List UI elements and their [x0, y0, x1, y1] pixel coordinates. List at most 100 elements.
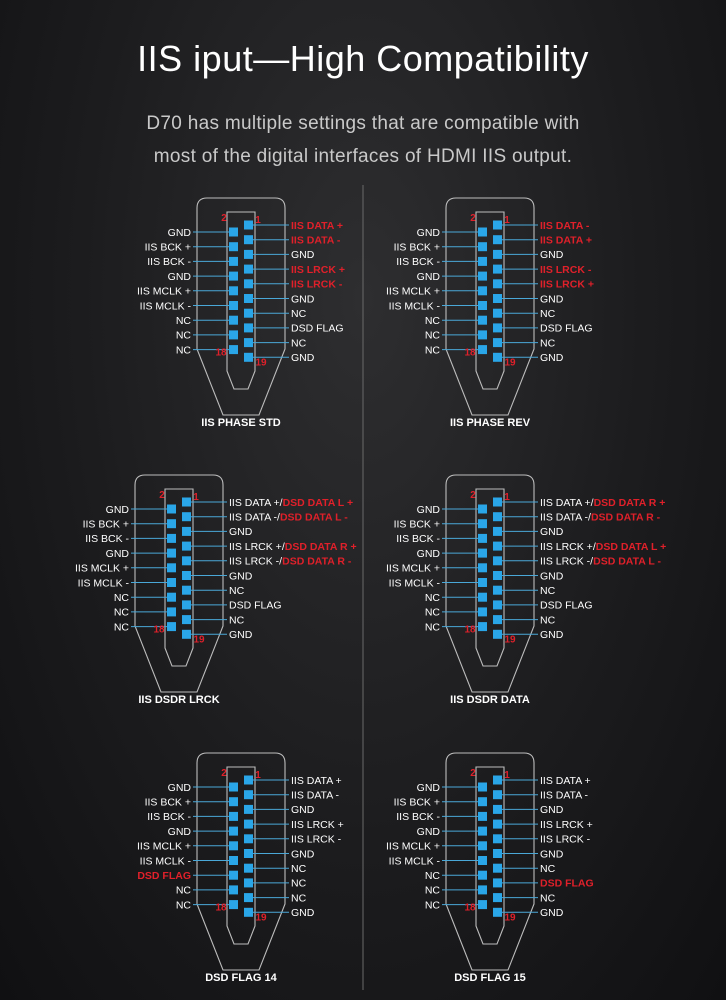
- pin-label-right-7: NC: [540, 863, 556, 875]
- pin-left-8: [167, 607, 176, 617]
- pin-label-left-9-part-1: NC: [176, 899, 192, 911]
- pin-label-left-2: IIS BCK +: [145, 242, 191, 254]
- pin-left-5: [229, 841, 238, 851]
- pin-label-left-6: IIS MCLK -: [78, 577, 130, 589]
- pin-label-right-6: GND: [540, 848, 564, 860]
- pin-left-9: [478, 345, 487, 355]
- pin-left-1: [229, 782, 238, 792]
- pin-label-left-4: GND: [106, 548, 130, 560]
- pin-number-18: 18: [464, 348, 476, 359]
- pin-label-left-5: IIS MCLK +: [75, 563, 129, 575]
- pin-label-right-9-part-1: NC: [291, 337, 307, 349]
- pin-label-left-9-part-1: NC: [176, 344, 192, 356]
- pin-label-left-3-part-1: IIS BCK -: [147, 811, 191, 823]
- connector-panel-2: IIS DATA - IIS DATA + GND IIS LRCK - IIS LRC…: [386, 197, 594, 429]
- pin-right-8: [493, 878, 502, 888]
- pin-label-left-7: NC: [425, 315, 441, 327]
- subtitle-line-1: D70 has multiple settings that are compa…: [146, 113, 580, 134]
- pin-label-left-8-part-1: NC: [425, 330, 441, 342]
- pin-right-8: [244, 878, 253, 888]
- pin-label-right-1: IIS DATA +: [540, 775, 591, 787]
- page-title: IIS iput—High Compatibility: [137, 38, 589, 79]
- pin-label-right-3: GND: [229, 526, 253, 538]
- pin-label-right-1-part-2: DSD DATA R +: [594, 497, 666, 509]
- pin-left-8: [229, 885, 238, 895]
- pin-label-right-5: IIS LRCK +: [540, 279, 594, 291]
- pin-label-left-5: IIS MCLK +: [386, 563, 440, 575]
- pin-right-1: [493, 220, 502, 230]
- pin-left-9: [167, 622, 176, 632]
- pin-label-right-1-part-1: IIS DATA +: [291, 775, 342, 787]
- pin-label-left-7-part-1: NC: [425, 870, 441, 882]
- pin-label-left-3: IIS BCK -: [396, 811, 440, 823]
- pin-label-right-5-part-1: IIS LRCK -/: [229, 556, 282, 568]
- pin-label-left-5-part-1: IIS MCLK +: [137, 841, 191, 853]
- pin-label-right-9: NC: [540, 892, 556, 904]
- connector-inner-outline: [226, 211, 256, 390]
- pin-label-right-8: DSD FLAG: [540, 600, 593, 612]
- pin-left-7: [167, 592, 176, 602]
- pin-label-left-3-part-1: IIS BCK -: [85, 533, 129, 545]
- pin-right-1: [244, 775, 253, 785]
- pin-label-left-7-part-1: NC: [425, 315, 441, 327]
- pin-right-5: [493, 279, 502, 289]
- pin-label-left-3: IIS BCK -: [396, 533, 440, 545]
- pin-label-left-5: IIS MCLK +: [386, 286, 440, 298]
- pin-left-1: [478, 782, 487, 792]
- pin-label-right-4-part-1: IIS LRCK -: [540, 264, 592, 276]
- pin-label-right-6-part-1: GND: [540, 570, 564, 582]
- pin-left-1: [167, 504, 176, 514]
- pin-label-right-10-part-1: GND: [540, 907, 564, 919]
- pin-label-left-9: NC: [425, 621, 441, 633]
- connector-inner-outline: [164, 488, 194, 667]
- pin-left-3: [478, 256, 487, 266]
- pin-label-right-4: IIS LRCK +: [291, 264, 345, 276]
- pin-right-6: [244, 294, 253, 303]
- pin-label-right-3: GND: [291, 804, 315, 816]
- pin-right-9: [244, 338, 253, 348]
- pin-right-6: [493, 294, 502, 303]
- pin-label-left-8: NC: [425, 330, 441, 342]
- pin-left-9: [229, 345, 238, 355]
- panel-caption: IIS DSDR LRCK: [138, 694, 219, 706]
- pin-label-right-8-part-1: NC: [291, 878, 307, 890]
- pin-label-right-9-part-1: NC: [540, 614, 556, 626]
- pin-label-right-9-part-1: NC: [229, 614, 245, 626]
- pin-label-left-6: IIS MCLK -: [140, 855, 192, 867]
- connector-inner-outline: [475, 766, 505, 945]
- connector-panel-4: IIS DATA +/DSD DATA R +IIS DATA -/DSD DA…: [386, 474, 666, 706]
- pin-right-9: [493, 338, 502, 348]
- panel-caption: DSD FLAG 15: [454, 972, 526, 984]
- pin-label-left-2-part-1: IIS BCK +: [394, 242, 440, 254]
- pin-label-left-2: IIS BCK +: [145, 797, 191, 809]
- pin-number-1: 1: [504, 492, 510, 503]
- pin-label-right-6: GND: [540, 570, 564, 582]
- pin-label-left-1: GND: [417, 504, 441, 516]
- pin-right-5: [493, 556, 502, 566]
- pin-left-7: [478, 870, 487, 880]
- pin-label-left-6: IIS MCLK -: [140, 300, 192, 312]
- pin-label-right-6: GND: [540, 293, 564, 305]
- pin-label-right-9: NC: [540, 337, 556, 349]
- pin-right-3: [244, 249, 253, 259]
- pin-label-left-3: IIS BCK -: [396, 256, 440, 268]
- pin-label-left-7: NC: [114, 592, 130, 604]
- pin-label-left-9-part-1: NC: [425, 621, 441, 633]
- pin-left-7: [478, 315, 487, 325]
- pin-label-right-6-part-1: GND: [540, 293, 564, 305]
- pin-label-right-2-part-2: DSD DATA L -: [280, 512, 348, 524]
- pin-label-right-4: IIS LRCK +: [540, 819, 593, 831]
- connector-outline: [196, 752, 286, 971]
- connector-panel-1: IIS DATA + IIS DATA - GND IIS LRCK + IIS LRC…: [137, 197, 345, 429]
- pin-label-left-5-part-1: IIS MCLK +: [386, 563, 440, 575]
- pin-label-right-7-part-1: NC: [291, 308, 307, 320]
- pin-label-right-1-part-1: IIS DATA +: [291, 220, 343, 232]
- pin-label-left-4-part-1: GND: [106, 548, 130, 560]
- pin-left-5: [478, 286, 487, 296]
- pin-right-2: [493, 235, 502, 245]
- pin-label-left-5: IIS MCLK +: [137, 841, 191, 853]
- pin-label-left-9: NC: [425, 344, 441, 356]
- pin-label-left-9: NC: [176, 899, 192, 911]
- pin-label-right-4: IIS LRCK -: [540, 264, 592, 276]
- pin-right-1: [493, 497, 502, 507]
